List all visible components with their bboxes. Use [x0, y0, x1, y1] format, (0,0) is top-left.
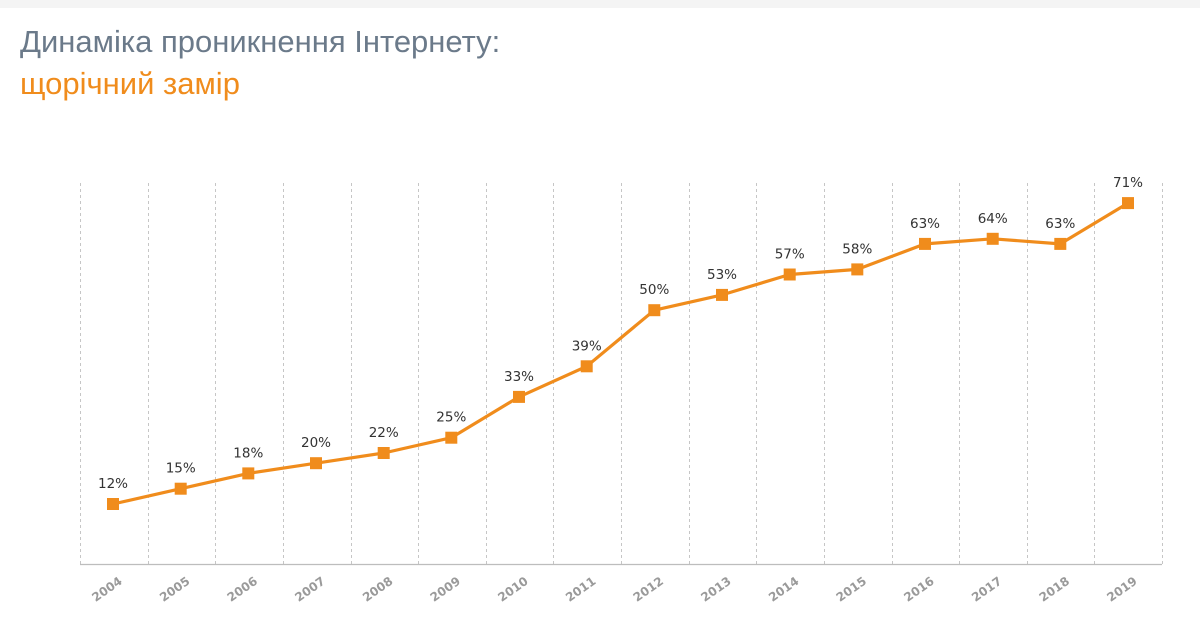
- data-point-marker: [107, 498, 119, 510]
- data-point-marker: [513, 390, 525, 403]
- title-block: Динаміка проникнення Інтернету: щорічний…: [20, 24, 500, 102]
- data-label: 39%: [572, 338, 602, 354]
- data-label: 50%: [639, 282, 669, 298]
- data-point-marker: [716, 288, 728, 301]
- data-point-marker: [310, 457, 322, 470]
- x-tick-label: 2012: [631, 574, 666, 605]
- x-tick-label: 2017: [969, 574, 1004, 605]
- data-label: 64%: [978, 211, 1008, 227]
- top-strip: [0, 0, 1200, 8]
- x-tick-label: 2016: [901, 574, 936, 605]
- data-point-marker: [919, 237, 931, 250]
- data-label: 63%: [1045, 216, 1075, 232]
- data-label: 12%: [98, 476, 128, 492]
- data-label-layer: 12% 15% 18% 20% 22% 25% 33% 39% 50% 53% 57% 58% 63% 6…: [98, 175, 1143, 492]
- data-label: 15%: [166, 461, 196, 477]
- grid-layer: [80, 183, 1163, 566]
- x-tick-label: 2007: [292, 574, 327, 605]
- data-label: 22%: [369, 425, 399, 441]
- x-tick-label: 2004: [89, 574, 124, 605]
- x-tick-label: 2009: [428, 574, 463, 605]
- x-tick-label: 2005: [157, 574, 192, 605]
- x-tick-label: 2019: [1104, 574, 1139, 605]
- data-point-marker: [1054, 237, 1067, 250]
- x-tick-label: 2011: [563, 574, 598, 605]
- data-label: 20%: [301, 435, 331, 451]
- chart-title: Динаміка проникнення Інтернету:: [20, 24, 501, 59]
- data-point-marker: [242, 467, 255, 480]
- data-point-marker: [445, 431, 458, 444]
- data-point-marker: [783, 268, 796, 281]
- x-tick-label: 2008: [360, 574, 395, 605]
- data-label: 58%: [842, 241, 872, 257]
- data-point-marker: [580, 360, 593, 373]
- data-label: 18%: [233, 445, 263, 461]
- data-point-marker: [377, 447, 390, 459]
- marker-layer: [107, 197, 1134, 510]
- data-label: 71%: [1113, 175, 1143, 191]
- x-axis-tick-layer: 2004 2005 2006 2007 2008 2009 2010 2011 2012 2013…: [89, 574, 1139, 605]
- data-point-marker: [1122, 197, 1134, 210]
- x-tick-label: 2013: [698, 574, 733, 605]
- series-layer: [112, 201, 1129, 506]
- data-label: 33%: [504, 369, 534, 385]
- data-label: 63%: [910, 216, 940, 232]
- series-line: [112, 201, 1129, 506]
- x-tick-label: 2006: [225, 574, 260, 605]
- data-point-marker: [174, 482, 187, 495]
- data-label: 53%: [707, 267, 737, 283]
- x-tick-label: 2018: [1037, 574, 1072, 605]
- x-tick-label: 2010: [495, 574, 530, 605]
- chart-subtitle: щорічний замір: [20, 66, 240, 101]
- x-tick-label: 2014: [766, 574, 801, 605]
- data-label: 57%: [775, 247, 805, 263]
- data-label: 25%: [436, 410, 466, 426]
- data-point-marker: [648, 304, 661, 317]
- x-tick-label: 2015: [834, 574, 869, 605]
- data-point-marker: [986, 232, 999, 245]
- data-point-marker: [851, 263, 864, 276]
